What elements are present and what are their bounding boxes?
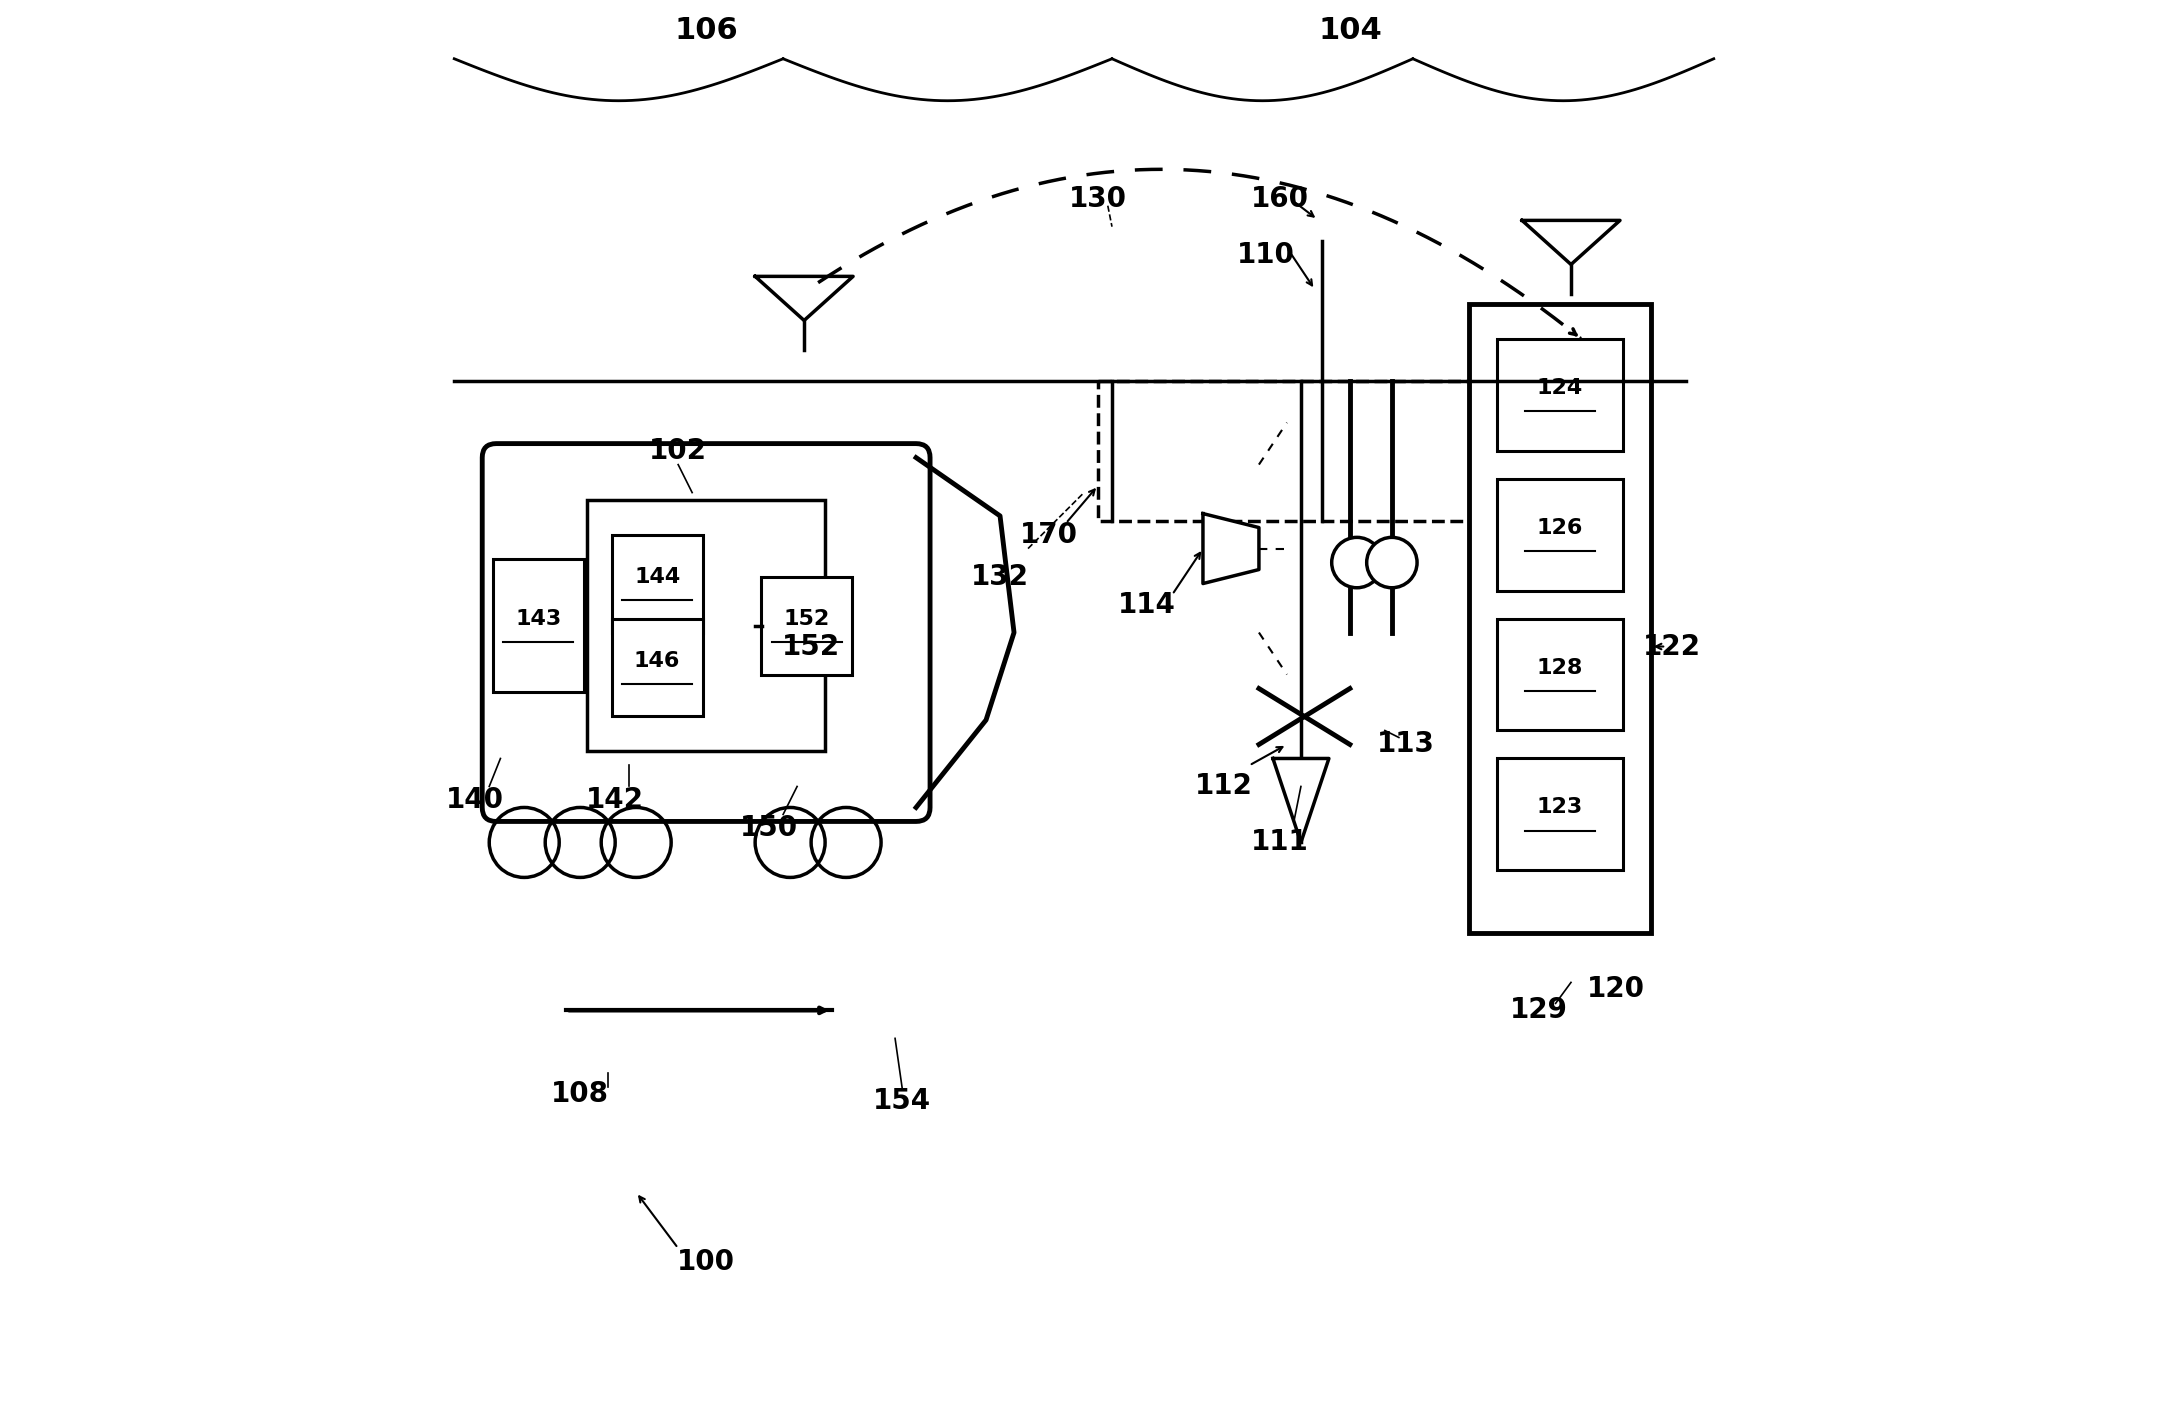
Text: 142: 142 [585, 787, 644, 815]
Text: 170: 170 [1019, 521, 1077, 548]
Text: 111: 111 [1251, 829, 1309, 857]
Text: 130: 130 [1069, 184, 1127, 212]
Bar [1496, 339, 1624, 451]
Text: 112: 112 [1195, 773, 1253, 801]
FancyBboxPatch shape [481, 444, 930, 822]
Text: 150: 150 [739, 815, 798, 843]
Circle shape [1366, 537, 1418, 587]
Text: 113: 113 [1377, 731, 1435, 759]
Circle shape [1331, 537, 1381, 587]
Bar [1496, 618, 1624, 731]
Text: 144: 144 [633, 566, 681, 586]
Polygon shape [1203, 514, 1260, 583]
Text: 124: 124 [1537, 378, 1583, 398]
Bar [1496, 479, 1624, 590]
Text: 154: 154 [874, 1087, 930, 1116]
Text: 126: 126 [1537, 517, 1583, 538]
Bar [1496, 759, 1624, 871]
Text: 152: 152 [783, 632, 841, 660]
Text: 120: 120 [1587, 975, 1646, 1003]
Text: 106: 106 [674, 15, 737, 45]
Text: 108: 108 [551, 1080, 609, 1109]
Text: 122: 122 [1643, 632, 1700, 660]
Text: 110: 110 [1238, 240, 1294, 268]
Text: 128: 128 [1537, 658, 1583, 677]
Text: 102: 102 [648, 437, 707, 465]
Text: 146: 146 [633, 651, 681, 670]
Text: 152: 152 [785, 608, 830, 628]
Text: 100: 100 [676, 1248, 735, 1276]
Text: 123: 123 [1537, 798, 1583, 818]
Text: 143: 143 [516, 608, 562, 628]
Bar [1097, 381, 1559, 521]
Text: 104: 104 [1318, 15, 1381, 45]
Polygon shape [1273, 759, 1329, 843]
Text: 132: 132 [971, 562, 1030, 590]
Bar [492, 559, 583, 693]
Text: 160: 160 [1251, 184, 1309, 212]
Bar [1470, 303, 1650, 933]
Text: 140: 140 [447, 787, 505, 815]
Text: 114: 114 [1119, 590, 1175, 618]
Bar [611, 618, 702, 717]
Bar [761, 576, 852, 674]
Text: 129: 129 [1509, 996, 1567, 1024]
Bar [588, 500, 826, 752]
Bar [611, 534, 702, 632]
